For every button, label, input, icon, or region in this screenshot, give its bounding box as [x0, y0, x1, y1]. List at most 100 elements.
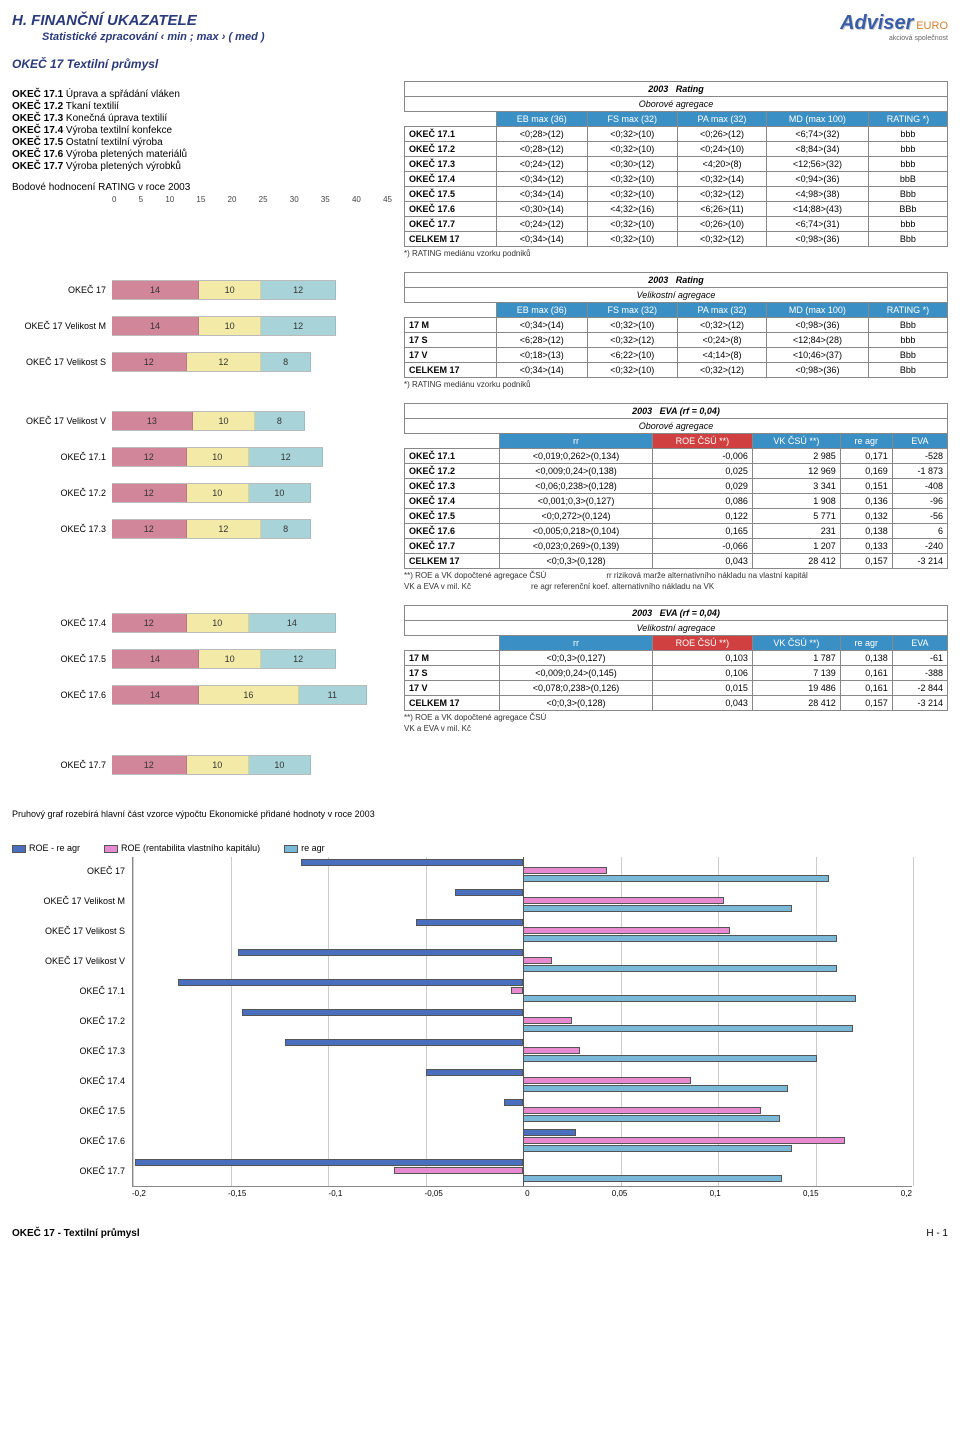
cell: -0,006: [652, 449, 752, 464]
footer-right: H - 1: [926, 1228, 948, 1239]
table-row: 17 M<0;0,3>(0,127)0,1031 7870,138-61: [405, 651, 948, 666]
cell: <12;84>(28): [767, 333, 869, 348]
block-group-1: OKEČ 17141012OKEČ 17 Velikost M141012OKE…: [12, 272, 948, 389]
cell: <0;28>(12): [496, 142, 587, 157]
page-footer: OKEČ 17 - Textilní průmysl H - 1: [12, 1228, 948, 1239]
cell: OKEČ 17.5: [405, 187, 497, 202]
cell: <0,009;0,24>(0,145): [500, 666, 653, 681]
bar-segment: 12: [187, 520, 262, 538]
hbar-label: OKEČ 17 Velikost S: [13, 926, 129, 936]
cell: bbb: [868, 142, 947, 157]
bar-segment: 10: [187, 448, 249, 466]
hbar-segment: [455, 889, 523, 896]
cell: -96: [892, 494, 947, 509]
hbar-row: OKEČ 17.4: [133, 1067, 912, 1095]
bar-segment: 12: [112, 614, 187, 632]
legend-item: ROE - re agr: [12, 843, 80, 853]
hbar-label: OKEČ 17.3: [13, 1046, 129, 1056]
cell: <0;32>(10): [587, 318, 677, 333]
table-row: 17 V<0,078;0,238>(0,126)0,01519 4860,161…: [405, 681, 948, 696]
cell: 17 V: [405, 348, 497, 363]
cell: 17 S: [405, 666, 500, 681]
cell: OKEČ 17.4: [405, 172, 497, 187]
cell: 0,138: [840, 524, 892, 539]
cell: <0;28>(12): [496, 127, 587, 142]
x-tick: 0,1: [710, 1189, 721, 1198]
cell: <0,001;0,3>(0,127): [500, 494, 653, 509]
hbar-row: OKEČ 17.7: [133, 1157, 912, 1185]
cell: -528: [892, 449, 947, 464]
cell: 0,138: [840, 651, 892, 666]
x-tick: -0,15: [228, 1189, 246, 1198]
col-header: EVA: [892, 636, 947, 651]
cell: <0;30>(12): [587, 157, 677, 172]
hbar-label: OKEČ 17: [13, 866, 129, 876]
cell: <4;14>(8): [677, 348, 766, 363]
col-header: VK ČSÚ **): [752, 636, 840, 651]
cell: <6;26>(11): [677, 202, 766, 217]
cell: <4;32>(16): [587, 202, 677, 217]
cell: bbB: [868, 172, 947, 187]
x-tick: 45: [383, 195, 392, 204]
cell: bbb: [868, 333, 947, 348]
cell: <0;0,3>(0,128): [500, 554, 653, 569]
cell: <0;0,272>(0,124): [500, 509, 653, 524]
stacked-group-3: OKEČ 17.4121014OKEČ 17.5141012OKEČ 17.61…: [12, 609, 392, 717]
classification-item: OKEČ 17.5 Ostatní textilní výroba: [12, 137, 392, 148]
cell: -1 873: [892, 464, 947, 479]
table-row: OKEČ 17.3<0,06;0,238>(0,128)0,0293 3410,…: [405, 479, 948, 494]
cell: <0;32>(10): [587, 232, 677, 247]
cell: <6;22>(10): [587, 348, 677, 363]
hbar-segment: [523, 1077, 691, 1084]
bar-segment: 12: [112, 353, 187, 371]
hbar-segment: [394, 1167, 523, 1174]
note-rating-obor: *) RATING mediánu vzorku podniků: [404, 249, 948, 258]
classification-item: OKEČ 17.4 Výroba textilní konfekce: [12, 125, 392, 136]
cell: <0;30>(14): [496, 202, 587, 217]
cell: 3 341: [752, 479, 840, 494]
note-eva-obor-4: re agr referenční koef. alternativního n…: [531, 582, 714, 591]
table-row: OKEČ 17.4<0,001;0,3>(0,127)0,0861 9080,1…: [405, 494, 948, 509]
cell: 0,106: [652, 666, 752, 681]
cell: 7 139: [752, 666, 840, 681]
col-header: re agr: [840, 434, 892, 449]
cell: <0;32>(12): [587, 333, 677, 348]
bar-wrap: 12128: [112, 352, 311, 372]
col-header: rr: [500, 434, 653, 449]
cell: 0,122: [652, 509, 752, 524]
okec-heading: OKEČ 17 Textilní průmysl: [12, 57, 948, 71]
cell: Bbb: [868, 187, 947, 202]
cell: bbb: [868, 217, 947, 232]
bottom-chart: Pruhový graf rozebírá hlavní část vzorce…: [12, 809, 948, 1198]
cell: <6;28>(12): [496, 333, 587, 348]
table-row: OKEČ 17.6<0,005;0,218>(0,104)0,1652310,1…: [405, 524, 948, 539]
stacked-x-axis: 051015202530354045: [112, 195, 392, 204]
hbar-label: OKEČ 17 Velikost M: [13, 896, 129, 906]
bar-segment: 8: [261, 520, 311, 538]
note-eva-obor-1: **) ROE a VK dopočtené agregace ČSÚ: [404, 571, 546, 580]
cell: 0,015: [652, 681, 752, 696]
cell: <0;32>(10): [587, 127, 677, 142]
hbar-segment: [523, 1047, 580, 1054]
bar-wrap: 121012: [112, 447, 323, 467]
bar-segment: 12: [112, 484, 187, 502]
bar-segment: 12: [112, 520, 187, 538]
cell: 0,157: [840, 696, 892, 711]
stacked-bar-row: OKEČ 17141012: [12, 276, 392, 304]
table-rating-obor-wrap: 2003 RatingOborové agregaceEB max (36)FS…: [404, 81, 948, 258]
table-row: OKEČ 17.7<0,023;0,269>(0,139)-0,0661 207…: [405, 539, 948, 554]
bar-label: OKEČ 17.2: [12, 488, 112, 498]
hbar-segment: [523, 935, 837, 942]
cell: <0,019;0,262>(0,134): [500, 449, 653, 464]
cell: 0,161: [840, 681, 892, 696]
stacked-bar-row: OKEČ 17.7121010: [12, 751, 392, 779]
hbar-label: OKEČ 17.4: [13, 1076, 129, 1086]
bar-segment: 13: [112, 412, 193, 430]
hbar-segment: [426, 1069, 524, 1076]
cell: -0,066: [652, 539, 752, 554]
bottom-chart-title: Pruhový graf rozebírá hlavní část vzorce…: [12, 809, 948, 819]
bar-label: OKEČ 17.1: [12, 452, 112, 462]
cell: <0;98>(36): [767, 232, 869, 247]
cell: 0,029: [652, 479, 752, 494]
classification-item: OKEČ 17.3 Konečná úprava textilií: [12, 113, 392, 124]
